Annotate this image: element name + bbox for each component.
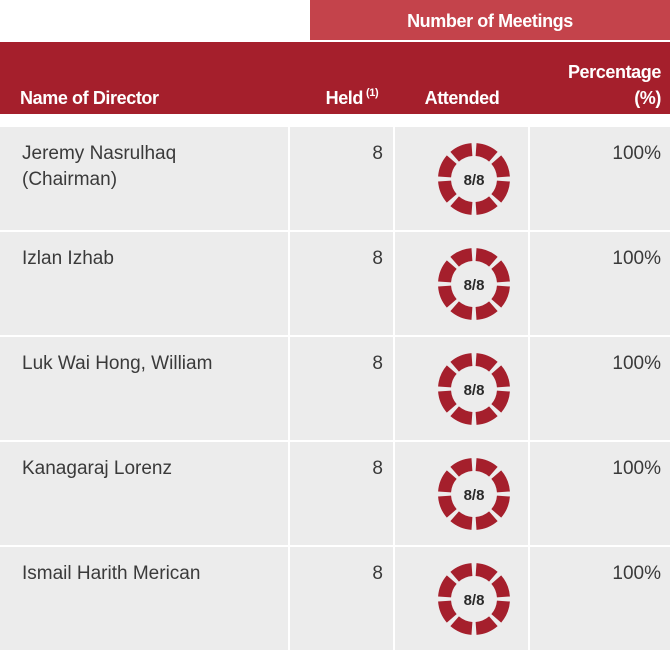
ring-segment (491, 155, 510, 178)
director-name: Izlan Izhab (22, 248, 114, 269)
cell-bg (290, 337, 393, 440)
header-name: Name of Director (20, 88, 159, 108)
cell-bg (0, 442, 288, 545)
ring-segment (491, 495, 510, 518)
ring-segment (491, 180, 510, 203)
director-name: Jeremy Nasrulhaq (22, 143, 176, 164)
ring-segment (438, 470, 457, 493)
ring-segment (475, 406, 498, 425)
cell-bg (530, 232, 670, 335)
ring-segment (491, 600, 510, 623)
held-count: 8 (372, 143, 383, 164)
header-band (0, 42, 670, 114)
header-held-note: (1) (366, 87, 379, 99)
ring-segment (438, 285, 457, 308)
held-count: 8 (372, 248, 383, 269)
ring-segment (438, 600, 457, 623)
attended: 8/8 (464, 277, 485, 294)
cell-bg (290, 442, 393, 545)
cell-bg (290, 127, 393, 230)
ring-segment (450, 406, 473, 425)
attended: 8/8 (464, 592, 485, 609)
ring-segment (491, 575, 510, 598)
ring-segment (491, 285, 510, 308)
cell-bg (395, 127, 528, 230)
ring-segment (438, 365, 457, 388)
cell-bg (395, 232, 528, 335)
ring-segment (475, 563, 498, 582)
ring-segment (438, 575, 457, 598)
cell-bg (530, 127, 670, 230)
ring-segment (438, 260, 457, 283)
header-attended: Attended (425, 88, 500, 108)
percentage: 100% (612, 458, 661, 479)
ring-segment (450, 616, 473, 635)
cell-bg (0, 337, 288, 440)
header-percentage: Percentage (568, 62, 661, 82)
director-name: Kanagaraj Lorenz (22, 458, 172, 479)
ring-segment (450, 563, 473, 582)
percentage: 100% (612, 353, 661, 374)
ring-segment (450, 353, 473, 372)
ring-segment (475, 511, 498, 530)
attended: 8/8 (464, 382, 485, 399)
ring-segment (475, 353, 498, 372)
held-count: 8 (372, 458, 383, 479)
attended: 8/8 (464, 172, 485, 189)
director-name: Ismail Harith Merican (22, 563, 200, 584)
percentage: 100% (612, 563, 661, 584)
percentage: 100% (612, 248, 661, 269)
ring-segment (450, 248, 473, 267)
ring-segment (475, 248, 498, 267)
ring-segment (450, 511, 473, 530)
ring-segment (450, 301, 473, 320)
cell-bg (290, 547, 393, 650)
cell-bg (290, 232, 393, 335)
director-name: Luk Wai Hong, William (22, 353, 212, 374)
ring-segment (438, 180, 457, 203)
ring-segment (438, 495, 457, 518)
held-count: 8 (372, 563, 383, 584)
ring-segment (475, 143, 498, 162)
ring-segment (438, 155, 457, 178)
ring-segment (450, 458, 473, 477)
ring-segment (491, 390, 510, 413)
ring-segment (491, 470, 510, 493)
cell-bg (530, 547, 670, 650)
cell-bg (530, 337, 670, 440)
cell-bg (395, 547, 528, 650)
cell-bg (0, 127, 288, 230)
cell-bg (0, 232, 288, 335)
held-count: 8 (372, 353, 383, 374)
ring-segment (475, 616, 498, 635)
ring-segment (438, 390, 457, 413)
ring-segment (491, 365, 510, 388)
ring-segment (475, 301, 498, 320)
header-percentage-unit: (%) (634, 88, 661, 108)
header-held: Held (326, 88, 363, 108)
cell-bg (395, 442, 528, 545)
cell-bg (0, 547, 288, 650)
group-header: Number of Meetings (407, 11, 573, 31)
ring-segment (450, 196, 473, 215)
group-header-band (310, 0, 670, 40)
ring-segment (491, 260, 510, 283)
ring-segment (475, 458, 498, 477)
percentage: 100% (612, 143, 661, 164)
ring-segment (475, 196, 498, 215)
director-name: (Chairman) (22, 169, 117, 190)
ring-segment (450, 143, 473, 162)
cell-bg (530, 442, 670, 545)
attended: 8/8 (464, 487, 485, 504)
cell-bg (395, 337, 528, 440)
